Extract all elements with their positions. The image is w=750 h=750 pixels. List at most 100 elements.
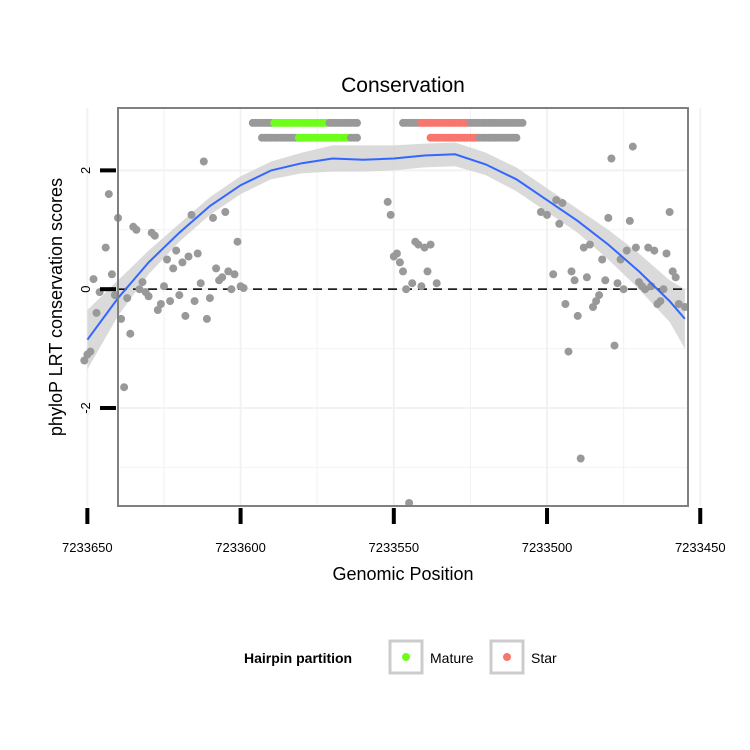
data-point-33 (184, 252, 193, 261)
y-axis-title: phyloP LRT conservation scores (46, 178, 66, 436)
data-point-52 (383, 197, 392, 206)
data-point-6 (101, 243, 110, 252)
x-tick-label-4: 7233450 (675, 540, 726, 555)
data-point-78 (573, 311, 582, 320)
data-point-2 (86, 347, 95, 356)
data-point-40 (205, 294, 214, 303)
strip-point-other-1-4-12 (512, 133, 521, 142)
data-point-103 (650, 246, 659, 255)
x-axis: 7233650 7233600 7233550 7233500 7233450 (62, 508, 726, 555)
data-point-88 (604, 213, 613, 222)
data-point-110 (671, 273, 680, 282)
data-point-28 (169, 264, 178, 273)
data-point-87 (601, 276, 610, 285)
data-point-101 (644, 243, 653, 252)
data-point-4 (92, 308, 101, 317)
data-point-20 (144, 292, 153, 301)
data-point-93 (619, 285, 628, 294)
smooth-line (86, 153, 686, 341)
data-point-85 (595, 291, 604, 300)
data-point-74 (561, 300, 570, 308)
data-point-37 (196, 279, 205, 288)
data-point-56 (395, 258, 404, 267)
data-point-22 (150, 231, 159, 240)
data-point-79 (576, 454, 585, 463)
data-point-7 (104, 190, 113, 199)
x-tick-label-2: 7233550 (368, 540, 419, 555)
data-point-106 (659, 285, 668, 294)
data-point-60 (408, 279, 417, 288)
data-point-69 (543, 210, 551, 219)
smooth-line-layer (86, 153, 686, 341)
data-point-83 (589, 303, 597, 311)
legend-title: Hairpin partition (244, 650, 352, 666)
data-point-12 (120, 383, 129, 392)
data-point-108 (665, 208, 674, 216)
plot-panel-border (117, 107, 689, 507)
confidence-ribbon-layer (87, 142, 685, 370)
legend-dot-mature (402, 653, 410, 661)
data-point-45 (221, 208, 230, 216)
data-point-89 (607, 154, 616, 163)
data-point-32 (181, 311, 190, 320)
y-axis: -2 0 2 (78, 167, 116, 414)
hairpin-strip-points (248, 118, 527, 142)
data-points (80, 142, 689, 507)
data-point-90 (610, 341, 619, 350)
x-tick-label-3: 7233500 (522, 540, 573, 555)
data-point-76 (567, 267, 576, 276)
data-point-91 (613, 279, 622, 288)
data-point-109 (668, 267, 677, 276)
data-point-64 (420, 243, 429, 252)
data-point-55 (392, 249, 401, 258)
data-point-58 (402, 285, 411, 294)
data-point-67 (432, 279, 441, 288)
data-point-107 (662, 249, 671, 258)
y-tick-label-2: 2 (78, 167, 93, 174)
data-point-13 (123, 294, 132, 303)
legend-dot-star (503, 653, 511, 661)
data-point-81 (582, 273, 591, 282)
data-point-44 (218, 273, 227, 282)
legend-key-star (489, 639, 525, 675)
data-point-49 (233, 237, 242, 246)
data-point-73 (558, 199, 567, 207)
data-point-25 (160, 282, 168, 291)
data-point-47 (227, 285, 236, 294)
data-point-75 (564, 347, 573, 356)
x-axis-title: Genomic Position (332, 564, 473, 584)
data-point-66 (426, 240, 435, 249)
data-point-84 (592, 297, 601, 306)
data-point-97 (631, 243, 640, 252)
x-tick-label-1: 7233600 (215, 540, 266, 555)
data-point-72 (555, 219, 564, 228)
data-point-100 (641, 285, 650, 294)
data-point-9 (110, 291, 119, 300)
data-point-11 (117, 314, 126, 323)
y-tick-label-0: -2 (78, 402, 93, 414)
strip-point-other-0-6-17 (518, 118, 527, 127)
data-point-48 (230, 270, 239, 279)
data-point-80 (579, 243, 588, 252)
data-point-30 (175, 291, 184, 300)
data-point-34 (187, 210, 196, 219)
data-point-82 (585, 240, 594, 249)
data-point-95 (625, 216, 634, 225)
data-point-68 (536, 208, 545, 216)
data-point-53 (386, 210, 395, 219)
data-point-63 (417, 282, 426, 291)
data-point-35 (190, 297, 199, 306)
data-point-16 (132, 225, 141, 234)
data-point-105 (656, 297, 665, 306)
data-point-0 (80, 356, 89, 365)
data-point-71 (552, 196, 561, 205)
data-point-42 (212, 264, 221, 273)
data-point-62 (414, 240, 423, 249)
strip-point-other-0-2-9 (353, 118, 361, 127)
data-point-18 (138, 278, 147, 287)
data-point-24 (156, 300, 165, 308)
data-point-70 (549, 270, 558, 279)
data-point-31 (178, 258, 187, 267)
data-point-14 (126, 329, 135, 338)
data-point-29 (172, 246, 181, 255)
